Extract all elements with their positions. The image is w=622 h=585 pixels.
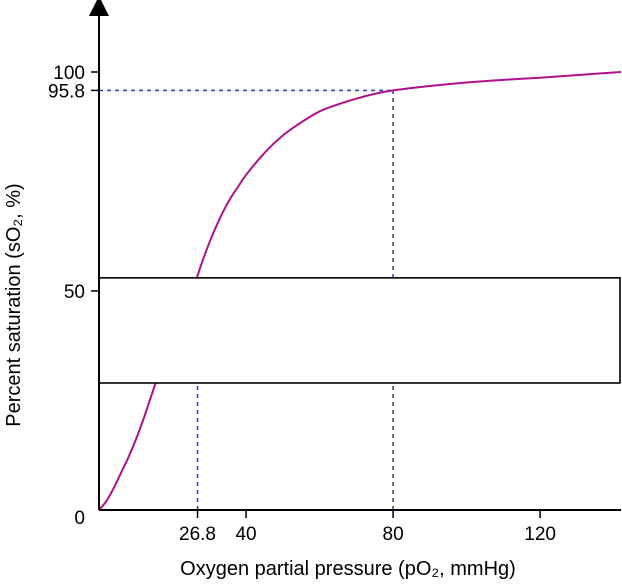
y-tick-label-0: 0 bbox=[74, 508, 85, 529]
x-tick-label-1: 40 bbox=[235, 524, 256, 545]
saturation-curve-0 bbox=[98, 71, 622, 511]
y-axis-title: Percent saturation (sO₂, %) bbox=[3, 183, 25, 426]
x-axis-title: Oxygen partial pressure (pO₂, mmHg) bbox=[180, 558, 516, 580]
x-tick-label-3: 120 bbox=[524, 524, 556, 545]
y-tick-label-3: 100 bbox=[53, 63, 85, 84]
y-tick-label-2: 95.8 bbox=[48, 81, 85, 102]
x-tick-label-0: 26.8 bbox=[179, 524, 216, 545]
x-tick-label-2: 80 bbox=[383, 524, 404, 545]
y-tick-label-1: 50 bbox=[64, 282, 85, 303]
overlay-box bbox=[98, 277, 621, 384]
